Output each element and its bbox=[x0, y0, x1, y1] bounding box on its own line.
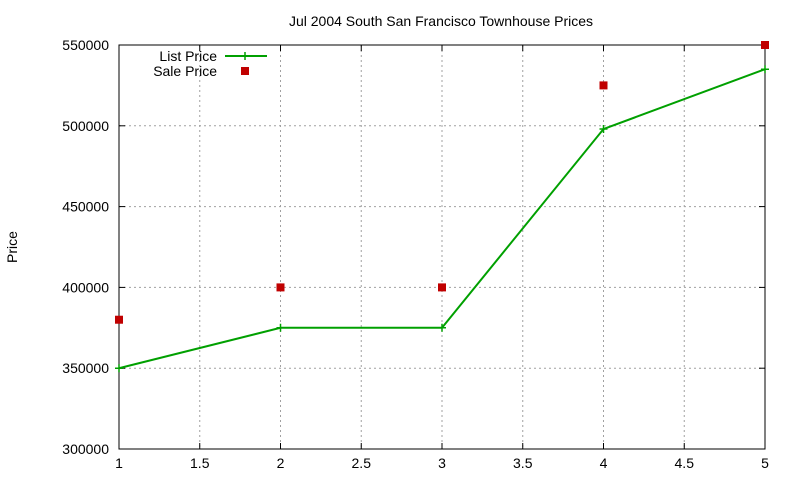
x-tick-label: 4 bbox=[600, 455, 608, 471]
x-tick-label: 5 bbox=[761, 455, 769, 471]
legend-label-sale-price: Sale Price bbox=[153, 63, 217, 79]
grid bbox=[119, 45, 765, 449]
y-axis-label: Price bbox=[4, 231, 20, 263]
x-tick-label: 4.5 bbox=[675, 455, 695, 471]
data-point-sale-price bbox=[276, 283, 285, 292]
series-line-list-price bbox=[118, 68, 766, 370]
y-tick-label: 350000 bbox=[62, 360, 109, 376]
y-tick-label: 450000 bbox=[62, 199, 109, 215]
data-point-list-price bbox=[761, 65, 769, 74]
legend-marker-list-price bbox=[241, 52, 249, 60]
legend-label-list-price: List Price bbox=[159, 48, 217, 64]
data-point-list-price bbox=[276, 323, 285, 332]
x-tick-label: 2.5 bbox=[352, 455, 372, 471]
x-tick-label: 1 bbox=[115, 455, 123, 471]
data-point-list-price bbox=[599, 125, 608, 134]
data-point-sale-price bbox=[599, 81, 608, 90]
data-point-list-price bbox=[115, 364, 123, 373]
plot-area bbox=[115, 41, 769, 373]
y-tick-label: 500000 bbox=[62, 118, 109, 134]
legend: List Price Sale Price bbox=[153, 48, 267, 79]
data-point-sale-price bbox=[115, 315, 123, 324]
axis-ticks: 1 1.5 2 2.5 3 3.5 4 4.5 5 300000 350000 400000 45000… bbox=[62, 37, 769, 471]
chart-title: Jul 2004 South San Francisco Townhouse P… bbox=[289, 13, 593, 29]
y-tick-label: 400000 bbox=[62, 279, 109, 295]
data-point-sale-price bbox=[438, 283, 446, 292]
data-point-list-price bbox=[438, 323, 446, 332]
data-point-sale-price bbox=[761, 41, 769, 49]
x-tick-label: 3 bbox=[438, 455, 446, 471]
x-tick-label: 1.5 bbox=[190, 455, 210, 471]
y-tick-label: 550000 bbox=[62, 37, 109, 53]
x-tick-label: 2 bbox=[277, 455, 285, 471]
legend-marker-sale-price bbox=[241, 67, 249, 75]
x-tick-label: 3.5 bbox=[513, 455, 533, 471]
y-tick-label: 300000 bbox=[62, 441, 109, 457]
